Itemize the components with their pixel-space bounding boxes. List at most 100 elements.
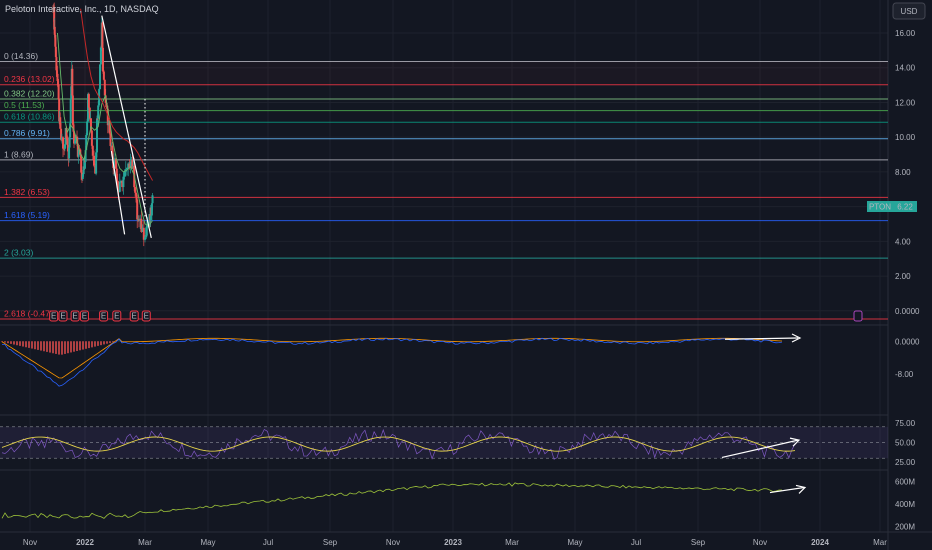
- time-tick-2: Mar: [138, 538, 152, 547]
- macd-hist-9: [28, 341, 30, 348]
- macd-hist-20: [61, 341, 63, 355]
- candle-body-26: [68, 137, 71, 148]
- rsi-arrow-head: [789, 437, 801, 447]
- volume-arrow: [769, 486, 805, 494]
- candle-body-112: [142, 227, 145, 240]
- candle-body-103: [134, 187, 137, 193]
- candle-body-4: [53, 26, 56, 35]
- time-tick-1: 2022: [76, 538, 94, 547]
- candle-body-7: [55, 57, 58, 71]
- candle-body-104: [135, 192, 137, 195]
- candle-body-16: [60, 137, 63, 140]
- last-price-tag: PTON 6.22: [867, 201, 917, 212]
- candle-body-66: [99, 64, 101, 90]
- candle-body-52: [87, 94, 89, 122]
- candle-body-61: [95, 152, 98, 174]
- candle-body-95: [126, 167, 128, 170]
- candle-body-11: [57, 84, 60, 100]
- chart-title: Peloton Interactive, Inc., 1D, NASDAQ: [5, 4, 159, 14]
- fib-label-0: 0 (14.36): [4, 51, 38, 61]
- macd-hist-11: [34, 341, 36, 350]
- currency-label: USD: [901, 7, 918, 16]
- macd-hist-16: [49, 341, 51, 353]
- macd-hist-19: [58, 341, 60, 355]
- candle-body-21: [65, 127, 68, 139]
- volume-tick-0: 600M: [895, 477, 915, 486]
- macd-arrow-head: [791, 333, 802, 343]
- rsi-arrow: [721, 439, 799, 459]
- candle-body-49: [84, 150, 87, 162]
- earnings-badge-4: [99, 310, 109, 322]
- candle-body-57: [90, 130, 93, 146]
- fib-label-1: 0.236 (13.02): [4, 74, 55, 84]
- candle-body-109: [139, 218, 142, 221]
- macd-line: [1, 337, 783, 387]
- macd-hist-14: [43, 341, 45, 352]
- candle-body-111: [141, 227, 144, 233]
- rsi-tick-0: 75.00: [895, 419, 916, 428]
- macd-hist-32: [97, 341, 99, 346]
- candle-body-31: [71, 68, 74, 96]
- macd-hist-25: [76, 341, 78, 351]
- candle-body-72: [103, 79, 106, 96]
- price-tag-value: 6.22: [897, 203, 913, 212]
- candle-body-100: [131, 159, 134, 169]
- candle-body-8: [55, 70, 58, 74]
- candle-body-89: [118, 181, 121, 192]
- fib-label-4: 0.618 (10.86): [4, 112, 55, 122]
- time-tick-8: Mar: [505, 538, 519, 547]
- macd-hist-29: [88, 341, 90, 349]
- candle-body-93: [123, 171, 126, 177]
- candle-body-96: [127, 163, 130, 168]
- fib-label-3: 0.5 (11.53): [4, 100, 45, 110]
- volume-tick-1: 400M: [895, 500, 915, 509]
- macd-hist-15: [46, 341, 48, 352]
- candle-body-54: [88, 107, 91, 120]
- macd-hist-31: [94, 341, 96, 347]
- candle-body-33: [72, 124, 75, 132]
- ma-fast-line: [57, 32, 153, 227]
- macd-arrow: [724, 337, 799, 340]
- candle-body-9: [56, 73, 59, 81]
- price-tick-2: 12.00: [895, 98, 916, 107]
- candle-body-39: [77, 149, 80, 157]
- price-tag-symbol: PTON: [869, 203, 891, 212]
- macd-hist-6: [19, 341, 21, 346]
- earnings-badge-6: [129, 310, 139, 322]
- macd-hist-17: [52, 341, 54, 354]
- macd-hist-3: [10, 341, 12, 344]
- candle-body-79: [109, 133, 112, 147]
- macd-tick-0: 0.0000: [895, 337, 920, 346]
- macd-hist-27: [82, 341, 84, 350]
- time-tick-3: May: [200, 538, 215, 547]
- candle-body-15: [60, 128, 63, 140]
- candle-body-12: [58, 99, 61, 122]
- candle-body-18: [63, 148, 66, 150]
- earnings-badge-2: [70, 310, 80, 322]
- candle-body-88: [117, 187, 120, 192]
- rsi-ma-line: [1, 436, 796, 452]
- candle-body-2: [53, 7, 56, 30]
- trend-lines: [101, 15, 152, 238]
- macd-hist-0: [1, 341, 3, 342]
- macd-hist-33: [100, 341, 102, 346]
- time-tick-14: Mar: [873, 538, 887, 547]
- macd-hist-37: [112, 341, 114, 343]
- candle-body-45: [82, 166, 85, 175]
- rsi-line: [1, 428, 796, 460]
- candle-body-81: [111, 145, 114, 157]
- candle-body-87: [116, 180, 119, 188]
- fib-label-9: 2 (3.03): [4, 248, 33, 258]
- candle-body-22: [66, 138, 69, 146]
- fibonacci-levels: 0 (14.36) 0.236 (13.02) 0.382 (12.20) 0.5 (…: [0, 51, 888, 320]
- macd-hist-12: [37, 341, 39, 350]
- candle-body-67: [99, 47, 102, 65]
- earnings-letter-0: E: [51, 312, 56, 321]
- candle-body-63: [96, 118, 99, 120]
- fib-label-6: 1 (8.69): [4, 149, 33, 159]
- macd-hist-4: [13, 341, 15, 345]
- macd-hist-36: [109, 341, 111, 343]
- currency-button[interactable]: USD: [892, 2, 926, 20]
